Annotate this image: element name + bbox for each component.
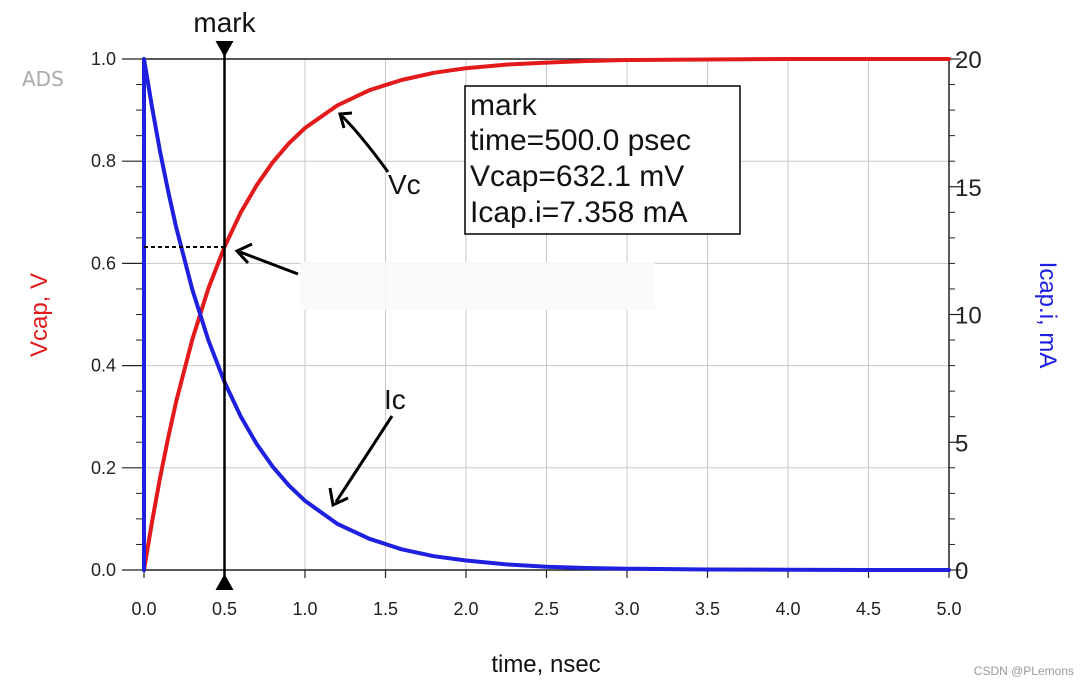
ic-arrow — [334, 415, 394, 503]
series-line-vcap — [142, 57, 951, 572]
y-axis-right: 0 5 10 15 20 — [949, 47, 982, 585]
y-left-tick-label: 0.8 — [91, 151, 116, 171]
y-right-tick-label: 5 — [955, 430, 968, 457]
x-tick-label: 3.0 — [614, 599, 639, 619]
series-line-icap-i — [142, 57, 951, 572]
marker-readout-line-4: Icap.i=7.358 mA — [470, 196, 688, 229]
marker-readout-line-2: time=500.0 psec — [470, 124, 691, 157]
marker-readout-line-1: mark — [470, 89, 538, 122]
ic-arrow-head — [328, 487, 349, 508]
y-left-tick-label: 0.4 — [91, 356, 116, 376]
y-right-tick-label: 15 — [955, 175, 982, 202]
x-axis-title: time, nsec — [491, 651, 600, 678]
marker-top-triangle[interactable] — [215, 41, 234, 57]
x-tick-label: 0.5 — [212, 599, 237, 619]
level-arrow-head — [234, 242, 253, 265]
y-left-tick-label: 1.0 — [91, 49, 116, 69]
x-tick-label: 2.0 — [453, 599, 478, 619]
marker-readout-box — [464, 85, 741, 235]
y-right-tick-label: 20 — [955, 47, 982, 74]
vc-arrow — [340, 114, 390, 173]
watermark: CSDN @PLemons — [974, 664, 1074, 678]
x-tick-label: 4.5 — [856, 599, 881, 619]
marker-readout-line-3: Vcap=632.1 mV — [470, 160, 684, 193]
x-tick-label: 3.5 — [695, 599, 720, 619]
erased-area — [300, 262, 655, 310]
y-right-tick-label: 10 — [955, 303, 982, 330]
vc-label: Vc — [388, 169, 421, 200]
y-left-tick-label: 0.6 — [91, 253, 116, 273]
y-right-tick-label: 0 — [955, 558, 968, 585]
x-tick-label: 0.0 — [131, 599, 156, 619]
annotation-level — [234, 242, 299, 276]
annotation-vc: Vc — [338, 111, 421, 200]
y-left-tick-label: 0.2 — [91, 458, 116, 478]
vc-arrow-head — [338, 111, 353, 129]
x-tick-label: 4.0 — [775, 599, 800, 619]
x-tick-label: 2.5 — [534, 599, 559, 619]
y-axis-left: 0.0 0.2 0.4 0.6 0.8 1.0 — [91, 49, 144, 580]
annotation-ic: Ic — [328, 384, 406, 508]
marker-readout: mark time=500.0 psec Vcap=632.1 mV Icap.… — [464, 85, 741, 235]
ic-label: Ic — [384, 384, 406, 415]
y-axis-right-title: Icap.i, mA — [1034, 262, 1061, 369]
x-tick-label: 1.0 — [292, 599, 317, 619]
x-axis: 0.0 0.5 1.0 1.5 2.0 2.5 3.0 3.5 4.0 4.5 5.0 — [131, 570, 962, 619]
level-arrow — [239, 250, 299, 276]
ads-logo: ADS — [22, 67, 64, 91]
x-tick-label: 1.5 — [373, 599, 398, 619]
y-left-tick-label: 0.0 — [91, 560, 116, 580]
series-layer — [142, 57, 951, 572]
marker-bottom-triangle[interactable] — [215, 574, 234, 590]
marker-name: mark — [193, 7, 256, 38]
x-tick-label: 5.0 — [936, 599, 961, 619]
y-axis-left-title: Vcap, V — [26, 273, 53, 357]
